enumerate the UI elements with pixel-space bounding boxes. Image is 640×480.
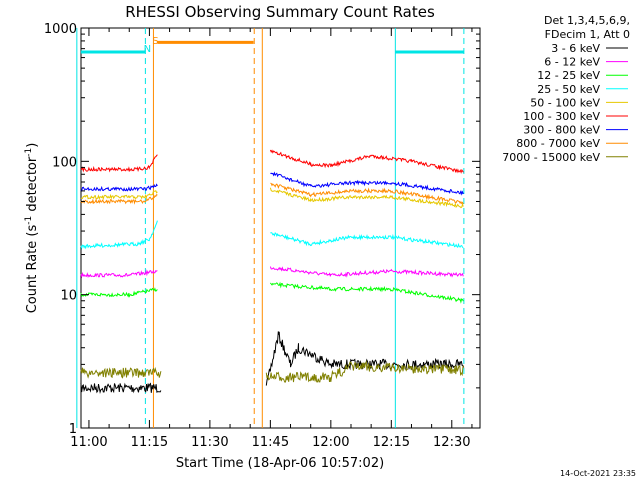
legend-header-2: FDecim 1, Att 0: [545, 28, 630, 41]
x-axis-label: Start Time (18-Apr-06 10:57:02): [176, 456, 384, 471]
series-0-segment-0: [80, 382, 162, 395]
x-tick-label-11:45: 11:45: [252, 435, 289, 450]
series-8-segment-0: [80, 366, 162, 379]
legend-label-7: 800 - 7000 keV: [516, 137, 600, 150]
series-4-segment-0: [80, 190, 158, 201]
date-stamp: 14-Oct-2021 23:35: [560, 469, 636, 478]
y-tick-label-1000: 1000: [44, 22, 77, 37]
x-tick-label-11:30: 11:30: [191, 435, 228, 450]
legend-label-2: 12 - 25 keV: [537, 69, 600, 82]
series-6-segment-1: [270, 171, 464, 196]
x-tick-label-12:00: 12:00: [312, 435, 349, 450]
series-1-segment-1: [269, 266, 464, 278]
y-tick-label-10: 10: [60, 289, 77, 304]
series-3-segment-1: [270, 232, 464, 249]
chart-title: RHESSI Observing Summary Count Rates: [125, 3, 435, 21]
legend-header-1: Det 1,3,4,5,6,9,: [544, 14, 630, 27]
legend-label-1: 6 - 12 keV: [544, 56, 600, 69]
series-7-segment-1: [270, 182, 464, 205]
series-7-segment-0: [80, 193, 158, 205]
series-4-segment-1: [269, 187, 464, 209]
series-8-segment-1: [265, 360, 465, 383]
legend-label-3: 25 - 50 keV: [537, 83, 600, 96]
series-6-segment-0: [80, 183, 158, 192]
series-1-segment-0: [80, 269, 158, 279]
y-tick-label-1: 1: [69, 422, 77, 437]
x-tick-label-12:30: 12:30: [433, 435, 470, 450]
series-2-segment-1: [270, 281, 464, 304]
x-tick-label-11:00: 11:00: [70, 435, 107, 450]
legend-label-6: 300 - 800 keV: [523, 124, 600, 137]
legend-label-8: 7000 - 15000 keV: [502, 151, 600, 164]
legend-label-4: 50 - 100 keV: [530, 96, 600, 109]
series-3-segment-0: [80, 220, 158, 250]
series-2-segment-0: [80, 287, 158, 298]
flag-label-n: N: [144, 44, 151, 55]
series-5-segment-0: [80, 154, 158, 173]
legend-label-5: 100 - 300 keV: [523, 110, 600, 123]
flag-label-s: S: [152, 36, 158, 47]
plot-frame: [80, 27, 481, 429]
x-tick-label-11:15: 11:15: [131, 435, 168, 450]
y-tick-label-100: 100: [52, 155, 77, 170]
y-axis-label: Count Rate (s-1 detector-1): [24, 143, 40, 314]
legend-label-0: 3 - 6 keV: [551, 42, 600, 55]
x-tick-label-12:15: 12:15: [373, 435, 410, 450]
series-5-segment-1: [269, 149, 464, 174]
